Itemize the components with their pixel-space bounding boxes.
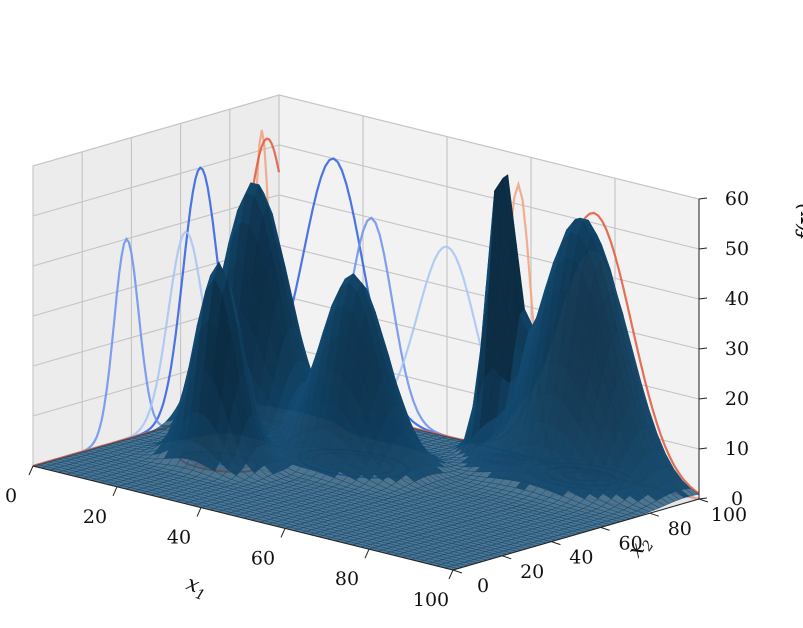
z-tick-mark [698,247,708,250]
x1-tick-label: 60 [251,547,275,569]
x1-axis-ticks: 0 20 40 60 80 100 [5,465,454,611]
x1-tick-mark [196,507,202,517]
x1-tick-label: 0 [5,485,17,507]
grid-line-z [32,144,700,250]
surface-mesh [32,173,700,571]
x1-tick-label: 20 [83,506,107,528]
z-tick-label: 60 [725,188,749,210]
x2-tick-label: 80 [668,518,692,540]
x2-tick-mark [649,512,659,517]
x2-tick-label: 20 [520,561,544,583]
z-tick-label: 50 [725,238,749,260]
z-tick-mark [698,397,708,400]
x1-tick-mark [112,486,118,497]
z-tick-mark [698,347,708,350]
x2-tick-label: 0 [477,575,489,597]
x1-tick-mark [280,528,286,538]
x1-tick-mark [28,465,34,476]
z-tick-mark [698,297,708,300]
x2-tick-label: 100 [711,504,747,526]
x2-tick-label: 60 [619,532,643,554]
z-tick-label: 10 [725,438,749,460]
x1-tick-label: 40 [167,527,191,549]
z-tick-label: 20 [725,388,749,410]
x1-axis-line [32,465,454,571]
z-tick-mark [698,447,708,450]
x1-tick-label: 100 [413,589,449,611]
x2-tick-mark [600,526,610,531]
x2-tick-mark [452,569,463,574]
z-tick-mark [698,497,708,500]
x2-tick-mark [698,498,709,503]
x1-tick-label: 80 [335,568,359,590]
z-tick-label: 40 [725,288,749,310]
z-axis-label: f(x) [792,203,803,242]
x2-axis-ticks: 0 20 40 60 80 100 [452,498,747,597]
z-tick-label: 0 [731,488,743,510]
x2-tick-mark [502,555,512,560]
x1-tick-mark [364,548,370,559]
x1-axis-label: x1 [182,571,211,604]
x2-tick-mark [551,541,561,546]
z-tick-mark [698,197,708,200]
x1-tick-mark [448,569,454,580]
z-tick-label: 30 [725,338,749,360]
z-axis-ticks: 0 10 20 30 40 50 60 [698,188,749,510]
x2-tick-label: 40 [569,547,593,569]
grid-line-z [32,94,700,200]
x2-axis-line [452,498,700,571]
